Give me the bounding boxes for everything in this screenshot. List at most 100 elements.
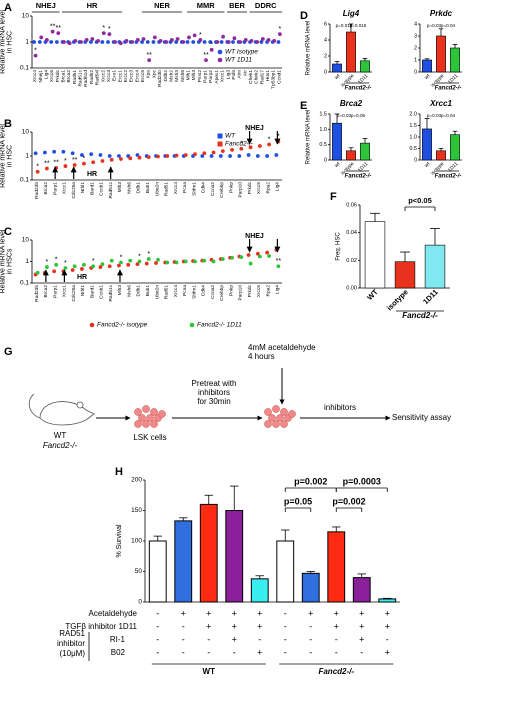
x-tick-label: Cdk4 [201, 182, 207, 194]
data-point [165, 154, 170, 158]
significance: * [55, 257, 58, 264]
x-tick-label: Nthl1 [80, 285, 86, 297]
bar [332, 63, 342, 73]
x-tick-label: Ccna2 [210, 182, 216, 196]
data-point [130, 40, 135, 44]
panel-letter: D [300, 10, 308, 22]
y-tick-label: 0.04 [346, 230, 357, 236]
y-axis-label: in HSC [6, 145, 13, 167]
data-point [52, 269, 57, 274]
y-tick-label: 0.06 [346, 202, 357, 208]
y-axis-label: % Survival [116, 524, 123, 558]
x-tick-label: Ercc2 [123, 70, 129, 83]
p-value: p=0.016 [336, 23, 353, 28]
x-tick-label: Nthl1 [80, 182, 86, 194]
row-cell: + [385, 608, 390, 618]
group-label: Fancd2-/- [345, 174, 372, 180]
data-point [72, 264, 77, 269]
panel-letter: E [300, 100, 307, 112]
data-point [272, 39, 277, 43]
y-axis-label: Freq. HSC [336, 232, 342, 261]
x-tick-label: Lig4 [43, 70, 49, 79]
data-point [267, 254, 272, 258]
x-tick-label: Ccnb1 [99, 182, 105, 196]
data-point [119, 260, 123, 265]
legend-label: WT Isotype [225, 49, 258, 56]
row-cell: + [232, 621, 237, 631]
data-point [221, 34, 225, 39]
bar [436, 35, 446, 73]
data-point [248, 145, 253, 150]
y-tick-label: 0 [324, 69, 327, 75]
bar [436, 150, 446, 161]
group-label: HR [87, 171, 97, 178]
x-tick-label: Ccna2 [210, 285, 216, 299]
cell [264, 420, 272, 428]
cell [158, 410, 166, 418]
row-cell: + [359, 608, 364, 618]
y-tick-label: 1.5 [409, 123, 417, 129]
y-tick-label: 4 [414, 21, 417, 27]
y-tick-label: 2.0 [409, 111, 417, 117]
data-point [165, 260, 170, 265]
y-tick-label: 1 [25, 258, 29, 265]
row-cell: + [181, 608, 186, 618]
data-point [70, 151, 75, 156]
data-point [239, 146, 244, 151]
data-point [44, 265, 49, 269]
x-tick-label: Xrcc6 [49, 70, 55, 83]
x-tick-label: Exo1 [112, 70, 118, 81]
data-point [174, 40, 179, 44]
data-point [79, 40, 83, 44]
group-label: NHEJ [36, 1, 56, 10]
data-point [146, 257, 151, 261]
x-tick-label: Ube2n [154, 182, 160, 196]
y-axis-label: Relative mRNA level [0, 229, 6, 293]
y-tick-label: 0.00 [346, 285, 357, 291]
significance: * [46, 259, 49, 266]
x-tick-label: Rad51 [72, 70, 78, 84]
data-point [164, 40, 169, 44]
data-point [151, 40, 156, 44]
row-label: TGFβ inhibitor 1D11 [65, 622, 137, 631]
row-cell: - [156, 621, 159, 631]
data-point [246, 253, 251, 257]
x-tick-label: Cdk4 [201, 285, 207, 297]
row-cell: + [206, 621, 211, 631]
bar [360, 142, 370, 161]
x-tick-label: Parp1 [52, 285, 58, 298]
data-point [117, 154, 121, 158]
x-tick-label: Parp1 [203, 70, 209, 83]
data-point [84, 38, 89, 42]
x-tick-label: Parp2 [208, 70, 214, 83]
data-point [100, 40, 105, 44]
x-tick-label: Ercc3 [129, 70, 135, 83]
row-cell: - [284, 608, 287, 618]
y-tick-label: 10 [22, 129, 30, 136]
legend-swatch [217, 49, 223, 55]
row-cell: + [232, 608, 237, 618]
x-tick-label: Xpc [151, 69, 157, 78]
data-point [260, 37, 265, 41]
data-point [39, 35, 44, 40]
panel-letter: A [4, 2, 12, 14]
data-point [141, 37, 146, 41]
data-point [98, 153, 103, 157]
legend-swatch [89, 322, 95, 328]
x-tick-label: Ddb2 [163, 70, 169, 82]
chart-title: Xrcc1 [429, 99, 452, 108]
row-cell: - [360, 647, 363, 657]
x-tick-label: Crebbp [219, 182, 225, 198]
data-point [63, 266, 68, 270]
data-point [170, 38, 174, 42]
row-cell: - [207, 647, 210, 657]
data-point [33, 151, 38, 156]
data-point [63, 164, 68, 168]
bar [346, 31, 356, 73]
y-axis-label: Relative mRNA level [0, 124, 6, 188]
row-cell: - [156, 634, 159, 644]
x-tick-label: Xpa [146, 70, 152, 79]
cell [150, 408, 158, 416]
data-point [91, 160, 96, 165]
x-tick-label: Rad51d [83, 70, 89, 87]
